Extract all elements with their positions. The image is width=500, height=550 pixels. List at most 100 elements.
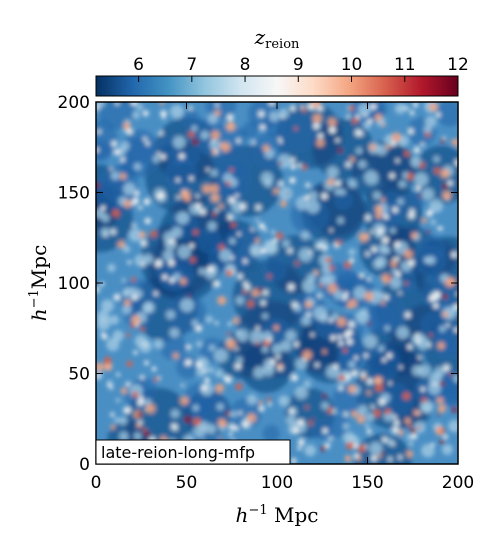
field-blob bbox=[388, 457, 393, 462]
field-blob bbox=[277, 137, 282, 141]
field-blob bbox=[442, 293, 447, 299]
field-blob bbox=[389, 277, 402, 289]
field-blob bbox=[255, 204, 262, 211]
field-blob bbox=[110, 424, 116, 430]
field-blob bbox=[236, 329, 249, 342]
field-blob bbox=[305, 301, 313, 309]
field-blob bbox=[96, 129, 102, 134]
field-blob bbox=[301, 316, 311, 326]
field-blob bbox=[385, 144, 391, 150]
field-blob bbox=[133, 162, 142, 171]
field-blob bbox=[374, 376, 383, 385]
field-blob bbox=[442, 190, 452, 200]
field-blob bbox=[277, 154, 292, 169]
field-blob bbox=[172, 352, 179, 360]
field-blob bbox=[333, 289, 344, 300]
field-blob bbox=[138, 395, 144, 400]
field-blob bbox=[430, 219, 437, 226]
field-blob bbox=[440, 138, 446, 143]
field-blob bbox=[226, 339, 237, 350]
field-blob bbox=[414, 172, 428, 187]
field-blob bbox=[409, 110, 415, 116]
field-blob bbox=[357, 405, 368, 416]
field-blob bbox=[262, 289, 269, 296]
field-blob bbox=[426, 255, 436, 265]
field-blob bbox=[345, 161, 351, 168]
field-blob bbox=[266, 397, 272, 403]
field-blob bbox=[342, 295, 348, 301]
field-blob bbox=[367, 294, 407, 334]
field-blob bbox=[398, 429, 404, 436]
field-blob bbox=[348, 360, 356, 369]
field-blob bbox=[235, 347, 239, 351]
field-blob bbox=[258, 288, 263, 294]
field-blob bbox=[143, 137, 147, 142]
x-tick-label: 200 bbox=[442, 473, 474, 493]
field-blob bbox=[110, 412, 115, 417]
field-blob bbox=[377, 454, 382, 458]
field-blob bbox=[398, 455, 403, 460]
field-blob bbox=[226, 269, 233, 277]
field-blob bbox=[447, 180, 453, 186]
field-blob bbox=[329, 228, 333, 232]
field-blob bbox=[195, 194, 200, 198]
field-blob bbox=[225, 411, 230, 416]
field-blob bbox=[348, 105, 355, 111]
x-tick-label: 50 bbox=[176, 473, 198, 493]
field-blob bbox=[112, 209, 120, 218]
field-blob bbox=[214, 109, 221, 117]
x-tick-labels: 0 50 100 150 200 bbox=[91, 473, 475, 493]
field-blob bbox=[263, 342, 269, 347]
field-blob bbox=[190, 257, 196, 263]
field-blob bbox=[210, 193, 220, 203]
field-blob bbox=[238, 411, 243, 415]
field-blob bbox=[305, 405, 309, 409]
field-blob bbox=[103, 356, 112, 365]
heatmap bbox=[96, 102, 458, 464]
field-blob bbox=[381, 236, 389, 244]
field-blob bbox=[228, 432, 233, 437]
field-blob bbox=[248, 102, 281, 130]
field-blob bbox=[420, 387, 426, 392]
field-blob bbox=[195, 325, 203, 332]
field-blob bbox=[213, 280, 221, 288]
field-blob bbox=[425, 131, 431, 138]
field-blob bbox=[180, 396, 189, 406]
field-blob bbox=[327, 178, 335, 186]
field-blob bbox=[383, 294, 390, 301]
field-blob bbox=[349, 156, 355, 163]
field-blob bbox=[125, 381, 131, 387]
field-blob bbox=[351, 410, 359, 418]
field-blob bbox=[96, 362, 104, 372]
field-blob bbox=[295, 261, 300, 265]
field-blob bbox=[301, 107, 307, 113]
field-blob bbox=[287, 248, 293, 254]
field-blob bbox=[410, 213, 415, 218]
field-blob bbox=[162, 249, 174, 261]
field-blob bbox=[369, 143, 377, 151]
field-blob bbox=[205, 315, 214, 324]
field-blob bbox=[324, 442, 331, 449]
x-tick-label: 150 bbox=[351, 473, 383, 493]
field-blob bbox=[196, 340, 203, 348]
field-blob bbox=[440, 168, 450, 179]
field-blob bbox=[453, 374, 458, 383]
colorbar-ticks bbox=[138, 76, 459, 82]
field-blob bbox=[434, 366, 445, 378]
field-blob bbox=[215, 208, 219, 213]
field-blob bbox=[262, 313, 269, 320]
field-blob bbox=[349, 257, 355, 264]
field-blob bbox=[246, 413, 257, 423]
field-blob bbox=[291, 458, 297, 464]
field-blob bbox=[116, 398, 120, 402]
field-blob bbox=[237, 273, 243, 280]
field-blob bbox=[305, 182, 311, 188]
field-blob bbox=[431, 442, 435, 447]
field-blob bbox=[109, 386, 114, 390]
field-blob bbox=[209, 139, 221, 151]
field-blob bbox=[117, 240, 126, 249]
field-blob bbox=[388, 381, 392, 385]
field-blob bbox=[325, 256, 332, 263]
field-blob bbox=[364, 170, 379, 185]
field-blob bbox=[188, 131, 195, 138]
